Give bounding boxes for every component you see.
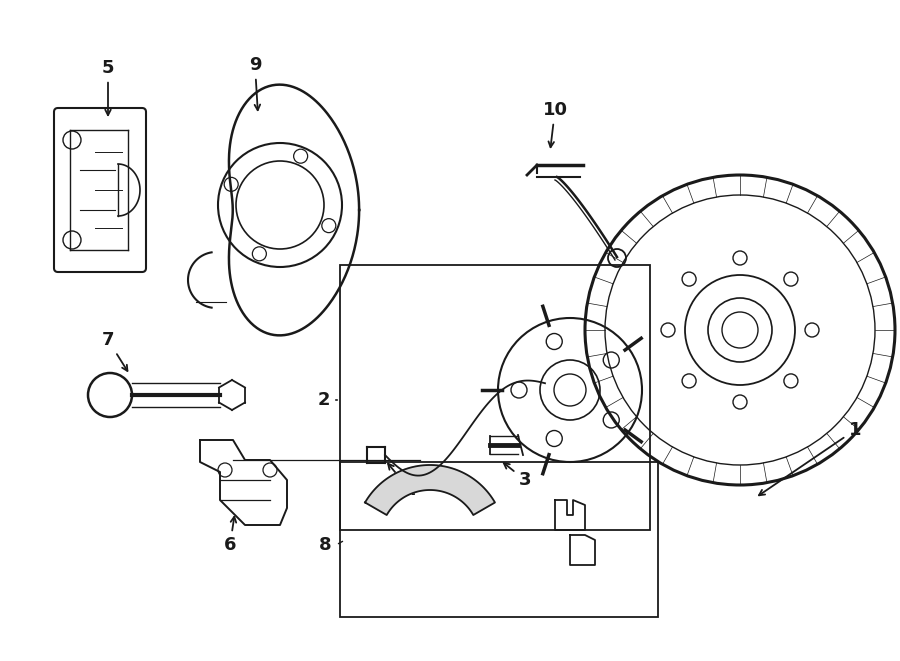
Text: 4: 4 (388, 463, 416, 499)
Text: 7: 7 (102, 331, 128, 371)
Text: 3: 3 (504, 463, 531, 489)
Text: 2: 2 (318, 391, 330, 409)
Bar (340, 265, 650, 530)
Text: 9: 9 (248, 56, 261, 110)
Text: 8: 8 (320, 536, 332, 554)
Bar (340, 462, 658, 617)
Text: 5: 5 (102, 59, 114, 115)
Text: 6: 6 (224, 517, 236, 554)
Polygon shape (365, 465, 495, 515)
Text: 10: 10 (543, 101, 568, 147)
Text: 1: 1 (759, 421, 861, 495)
